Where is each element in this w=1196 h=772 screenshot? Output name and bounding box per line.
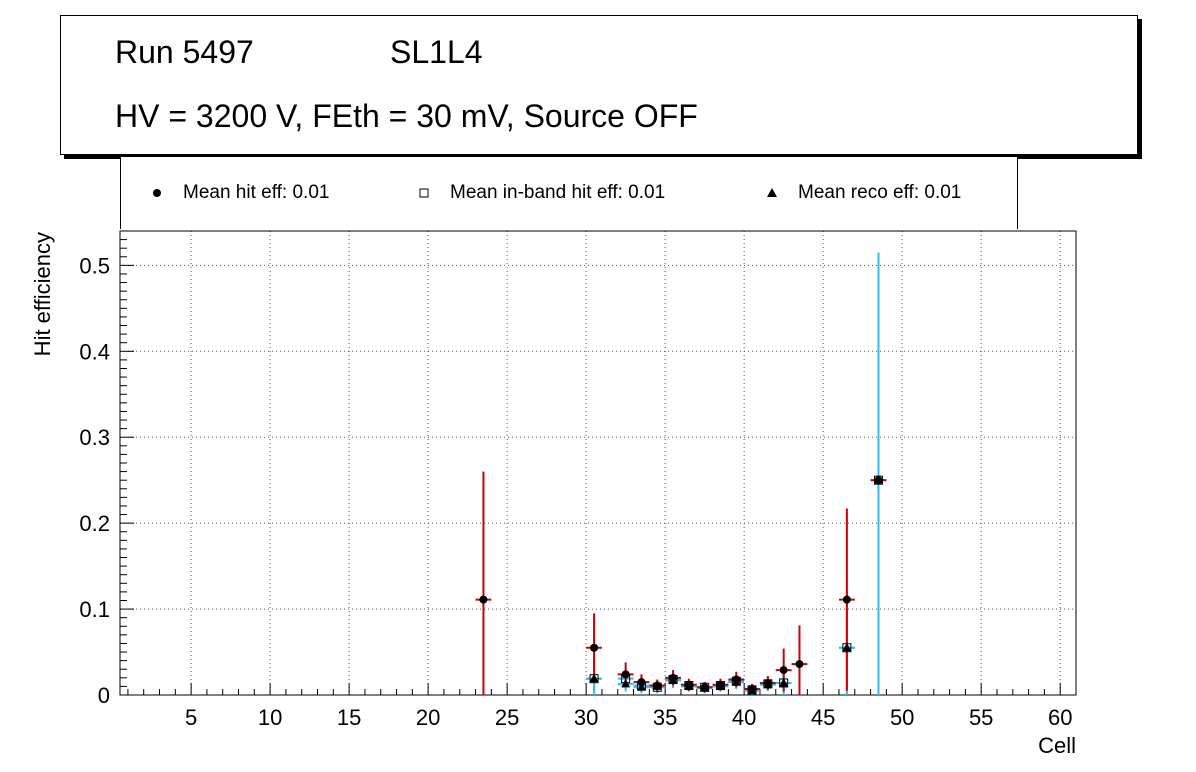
y-tick-label: 0.3 [79,425,110,450]
reco-point [873,475,883,484]
run-number: Run 5497 [115,34,254,70]
run-conditions: HV = 3200 V, FEth = 30 mV, Source OFF [115,98,698,134]
legend-label-reco: Mean reco eff: 0.01 [798,182,962,203]
reco-point [715,681,725,690]
y-tick-label: 0.1 [79,597,110,622]
x-tick-label: 40 [732,705,756,730]
circle-marker-icon [153,189,161,197]
x-tick-label: 60 [1048,705,1072,730]
reco-point [731,677,741,686]
x-tick-label: 50 [890,705,914,730]
x-tick-label: 20 [416,705,440,730]
hit-point [590,643,599,652]
x-tick-label: 10 [258,705,282,730]
x-tick-label: 5 [185,705,197,730]
hit-point [479,595,488,604]
triangle-marker-icon [767,188,777,197]
reco-point [621,678,631,688]
reco-point [842,642,852,652]
reco-point [668,675,678,684]
hit-point [795,660,804,669]
x-tick-label: 30 [574,705,598,730]
hit-point [842,595,851,604]
legend-label-inband: Mean in-band hit eff: 0.01 [450,182,666,203]
reco-point [636,682,646,691]
run-header-line: Run 5497 SL1L4 [115,34,483,71]
x-axis-label: Cell [1038,733,1076,758]
reco-point [700,683,710,692]
plot-frame [119,230,1077,696]
reco-point [589,673,599,683]
x-tick-label: 55 [969,705,993,730]
reco-point [747,685,757,695]
axes: 5 10 15 20 25 30 35 40 45 50 55 60 0 0.1 0.2 0.3 0.4 0.5 [79,230,1072,730]
reco-point [779,677,789,687]
reco-point [652,681,662,690]
x-tick-label: 35 [653,705,677,730]
grid-lines [120,231,1076,695]
open-square-marker-icon [419,188,429,198]
x-tick-label: 45 [811,705,835,730]
x-tick-label: 15 [337,705,361,730]
legend-label-hit: Mean hit eff: 0.01 [183,182,330,203]
hit-point [637,678,646,687]
y-tick-label: 0.4 [79,339,110,364]
data-points [475,252,887,695]
x-tick-label: 25 [495,705,519,730]
run-info-box: Run 5497 SL1L4 HV = 3200 V, FEth = 30 mV… [60,15,1138,155]
y-tick-label: 0 [98,683,110,708]
reco-point [684,681,694,690]
layer-name: SL1L4 [390,34,483,70]
y-axis-label: Hit efficiency [30,232,55,356]
y-tick-label: 0.5 [79,253,110,278]
y-tick-label: 0.2 [79,511,110,536]
reco-point [763,679,773,689]
hit-point [779,666,788,675]
legend: Mean hit eff: 0.01 Mean in-band hit eff:… [120,157,1018,229]
